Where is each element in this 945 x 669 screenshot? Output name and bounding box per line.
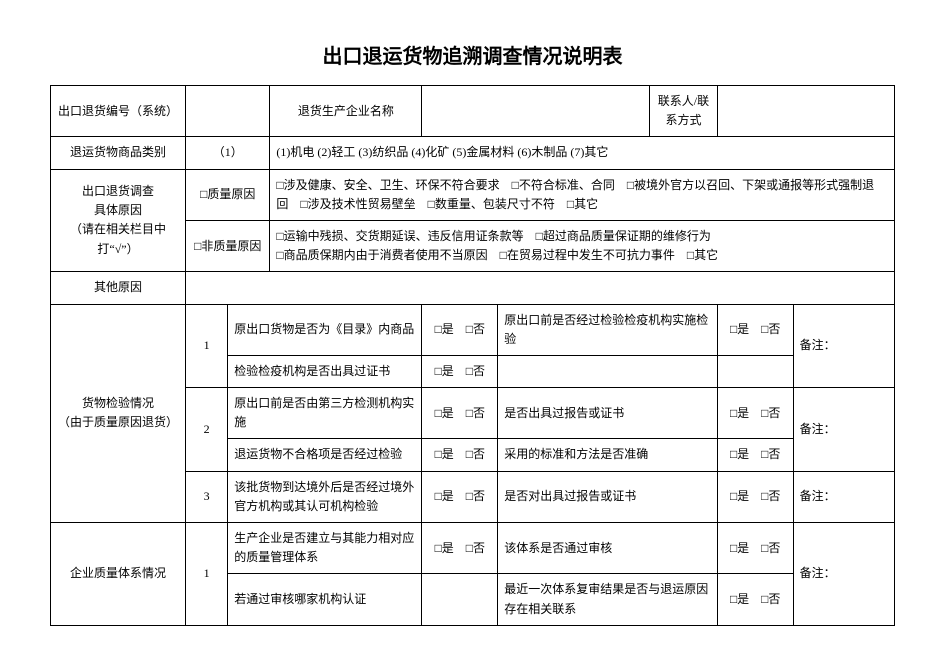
yn-overseas-report[interactable]: □是 □否 [717,471,793,522]
label-company: 退货生产企业名称 [270,86,422,137]
label-category: 退运货物商品类别 [51,137,186,169]
q-cert-issued: 检验检疫机构是否出具过证书 [228,355,422,387]
yn-thirdparty[interactable]: □是 □否 [422,388,498,439]
remark-3[interactable]: 备注： [793,471,894,522]
cell-empty-2 [717,355,793,387]
q-overseas-inspect: 该批货物到达境外后是否经过境外官方机构或其认可机构检验 [228,471,422,522]
yn-qms-established[interactable]: □是 □否 [422,523,498,574]
label-return-no: 出口退货编号（系统） [51,86,186,137]
remark-1[interactable]: 备注： [793,304,894,388]
q-catalog: 原出口货物是否为《目录》内商品 [228,304,422,355]
yn-catalog[interactable]: □是 □否 [422,304,498,355]
q-fail-inspect: 退运货物不合格项是否经过检验 [228,439,422,471]
q-method-accurate: 采用的标准和方法是否准确 [498,439,717,471]
q-overseas-report: 是否对出具过报告或证书 [498,471,717,522]
checkbox-nonquality-reason[interactable]: □非质量原因 [186,220,270,271]
yn-method-accurate[interactable]: □是 □否 [717,439,793,471]
form-table: 出口退货编号（系统） 退货生产企业名称 联系人/联系方式 退运货物商品类别 （1… [50,85,895,626]
label-qms: 企业质量体系情况 [51,523,186,626]
label-reason: 出口退货调查 具体原因 （请在相关栏目中打“√”） [51,169,186,272]
q-audit-relation: 最近一次体系复审结果是否与退运原因存在相关联系 [498,574,717,625]
q-thirdparty: 原出口前是否由第三方检测机构实施 [228,388,422,439]
label-inspection: 货物检验情况 （由于质量原因退货） [51,304,186,523]
yn-cert-issued[interactable]: □是 □否 [422,355,498,387]
q-qms-audited: 该体系是否通过审核 [498,523,717,574]
yn-overseas-inspect[interactable]: □是 □否 [422,471,498,522]
field-contact[interactable] [717,86,894,137]
q-cert-body: 若通过审核哪家机构认证 [228,574,422,625]
field-category-val[interactable]: （1） [186,137,270,169]
nonquality-reason-options[interactable]: □运输中残损、交货期延误、违反信用证条款等 □超过商品质量保证期的维修行为 □商… [270,220,895,271]
remark-2[interactable]: 备注： [793,388,894,472]
field-company[interactable] [422,86,650,137]
num-1: 1 [186,304,228,388]
page-title: 出口退运货物追溯调查情况说明表 [50,40,895,69]
checkbox-quality-reason[interactable]: □质量原因 [186,169,270,220]
num-2: 2 [186,388,228,472]
yn-qms-audited[interactable]: □是 □否 [717,523,793,574]
num-3: 3 [186,471,228,522]
cell-empty-1 [498,355,717,387]
num-qms-1: 1 [186,523,228,626]
q-preexport-inspect: 原出口前是否经过检验检疫机构实施检验 [498,304,717,355]
quality-reason-options[interactable]: □涉及健康、安全、卫生、环保不符合要求 □不符合标准、合同 □被境外官方以召回、… [270,169,895,220]
field-other-reason[interactable] [186,272,895,304]
label-other-reason: 其他原因 [51,272,186,304]
yn-preexport-inspect[interactable]: □是 □否 [717,304,793,355]
field-cert-body[interactable] [422,574,498,625]
remark-4[interactable]: 备注： [793,523,894,626]
yn-report-cert[interactable]: □是 □否 [717,388,793,439]
q-report-cert: 是否出具过报告或证书 [498,388,717,439]
q-qms-established: 生产企业是否建立与其能力相对应的质量管理体系 [228,523,422,574]
yn-audit-relation[interactable]: □是 □否 [717,574,793,625]
yn-fail-inspect[interactable]: □是 □否 [422,439,498,471]
field-return-no[interactable] [186,86,270,137]
category-options: (1)机电 (2)轻工 (3)纺织品 (4)化矿 (5)金属材料 (6)木制品 … [270,137,895,169]
label-contact: 联系人/联系方式 [650,86,718,137]
